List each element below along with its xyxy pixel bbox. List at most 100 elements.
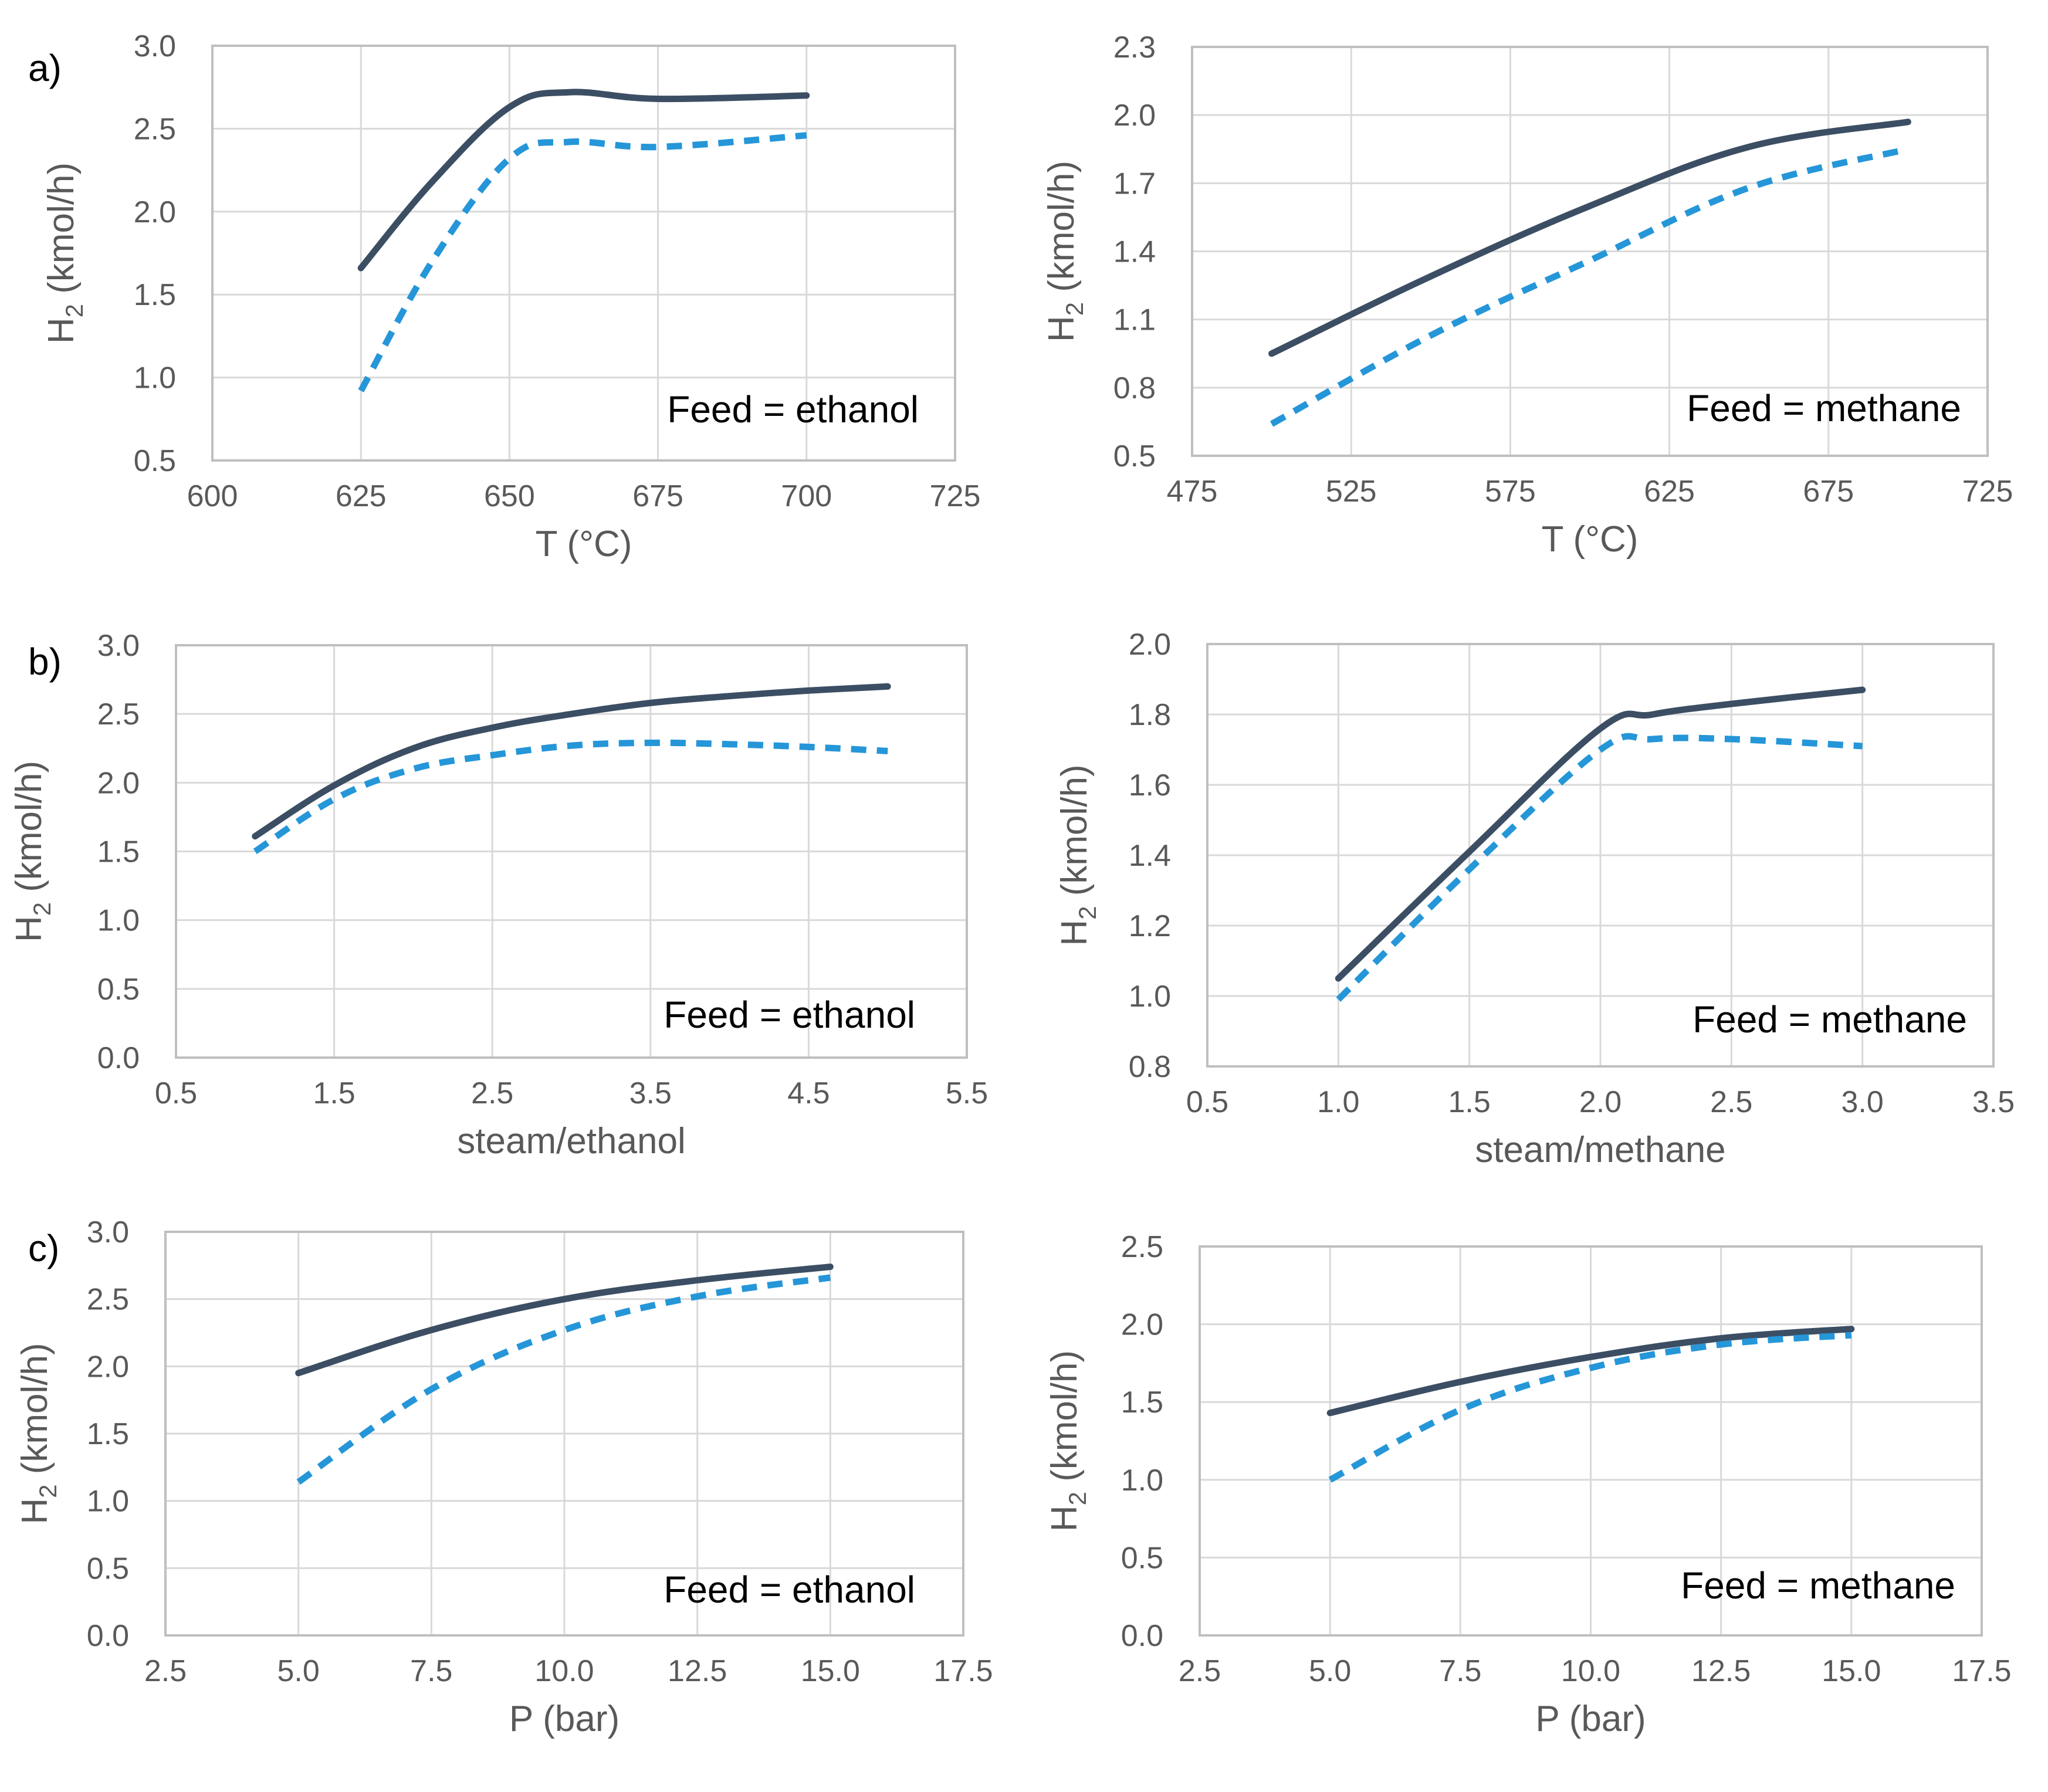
y-axis-title-main: H (1041, 316, 1082, 342)
y-axis-title-main: H (1054, 920, 1095, 946)
x-tick-label: 2.0 (1579, 1085, 1622, 1119)
y-tick-label: 2.0 (1121, 1308, 1163, 1342)
feed-annotation: Feed = ethanol (664, 1569, 915, 1611)
series-line-solid (1326, 1326, 1855, 1417)
x-axis-title: steam/methane (1475, 1130, 1725, 1170)
x-tick-label: 675 (632, 479, 683, 513)
panel-label: b) (28, 641, 62, 683)
y-axis-title-subscript: 2 (1061, 302, 1088, 316)
x-tick-label: 7.5 (1439, 1654, 1481, 1688)
plot-area-frame (164, 1231, 964, 1637)
x-tick-label: 2.5 (144, 1654, 187, 1688)
plot-area-frame (1206, 643, 1995, 1068)
series-line-dashed (253, 739, 888, 855)
x-tick-label: 3.5 (1972, 1085, 2015, 1119)
feed-annotation: Feed = ethanol (667, 388, 919, 431)
plot-area-frame (1199, 1245, 1983, 1637)
x-tick-label: 5.5 (946, 1076, 988, 1110)
y-tick-label: 2.5 (134, 112, 176, 146)
plot-area-frame (1191, 46, 1989, 457)
series-line-solid (252, 683, 891, 840)
y-tick-label: 3.0 (87, 1215, 129, 1249)
y-axis-title-units: (kmol/h) (1054, 764, 1095, 906)
x-tick-label: 17.5 (1952, 1654, 2011, 1688)
chart-panel-b-ethanol: 0.5 1.5 2.5 3.5 4.5 5.5 0.0 0.5 1.0 1.5 2.0 2.5 3.0 s… (9, 629, 988, 1161)
y-tick-label: 1.7 (1113, 167, 1156, 201)
y-tick-label: 1.1 (1113, 303, 1156, 337)
y-axis-title-main: H (41, 317, 82, 344)
x-tick-label: 475 (1167, 475, 1218, 509)
x-tick-label: 0.5 (155, 1076, 197, 1110)
y-tick-label: 2.3 (1113, 31, 1156, 65)
series-line-solid (1335, 686, 1866, 982)
x-tick-label: 525 (1326, 475, 1377, 509)
y-axis-title: H2 (kmol/h) (9, 761, 56, 942)
x-axis-title: P (bar) (1535, 1699, 1646, 1739)
y-tick-label: 1.8 (1129, 698, 1171, 732)
chart-panel-c-methane: 2.5 5.0 7.5 10.0 12.5 15.0 17.5 0.0 0.5 1.0 1.5 2.0… (1044, 1230, 2012, 1739)
series-line-dashed (296, 1274, 831, 1485)
plot-area-frame (211, 45, 956, 462)
series-line-solid (1268, 118, 1911, 357)
x-tick-label: 17.5 (933, 1654, 993, 1688)
x-tick-label: 625 (336, 479, 387, 513)
x-tick-label: 12.5 (668, 1654, 727, 1688)
x-axis-title: steam/ethanol (457, 1121, 685, 1161)
y-axis-title-subscript: 2 (60, 304, 88, 317)
y-tick-label: 0.8 (1129, 1050, 1171, 1084)
y-axis-title: H2 (kmol/h) (15, 1343, 62, 1524)
x-axis-title: T (°C) (536, 524, 632, 564)
x-tick-label: 675 (1803, 475, 1854, 509)
y-axis-title-subscript: 2 (28, 902, 56, 916)
x-tick-label: 625 (1644, 475, 1695, 509)
x-tick-label: 1.0 (1317, 1085, 1359, 1119)
chart-panel-a-methane: 475 525 575 625 675 725 0.5 0.8 1.1 1.4 1.7 2.0 2.3 T… (1041, 31, 2013, 560)
y-axis-title-main: H (1044, 1505, 1085, 1532)
y-tick-label: 1.0 (1121, 1464, 1163, 1498)
y-axis-title: H2 (kmol/h) (1044, 1350, 1091, 1532)
y-tick-label: 3.0 (97, 629, 140, 663)
chart-panel-c-ethanol: 2.5 5.0 7.5 10.0 12.5 15.0 17.5 0.0 0.5 1.0 1.5 2.0… (15, 1215, 993, 1739)
series-line-dashed (1328, 1332, 1852, 1483)
y-tick-label: 0.0 (87, 1619, 129, 1653)
y-tick-label: 1.0 (134, 361, 176, 395)
y-tick-label: 2.0 (1113, 99, 1156, 133)
x-axis-title: P (bar) (509, 1699, 620, 1739)
y-tick-label: 1.2 (1129, 909, 1171, 943)
plot-area-frame (175, 644, 968, 1059)
x-tick-label: 15.0 (801, 1654, 860, 1688)
y-tick-label: 3.0 (134, 29, 176, 63)
y-tick-label: 2.0 (1129, 628, 1171, 662)
series-line-solid (357, 89, 810, 272)
y-tick-label: 2.0 (87, 1350, 129, 1384)
feed-annotation: Feed = methane (1692, 998, 1967, 1041)
y-axis-title: H2 (kmol/h) (1041, 161, 1088, 342)
panel-label: a) (28, 47, 62, 89)
y-tick-label: 0.5 (1121, 1541, 1163, 1575)
x-tick-label: 12.5 (1691, 1654, 1751, 1688)
y-tick-label: 1.0 (87, 1485, 129, 1519)
chart-panel-a-ethanol: 600 625 650 675 700 725 0.5 1.0 1.5 2.0 2.5 3.0 T (°… (28, 29, 980, 564)
y-tick-label: 2.5 (87, 1283, 129, 1317)
panel-label: c) (28, 1227, 59, 1269)
x-tick-label: 0.5 (1186, 1085, 1228, 1119)
y-tick-label: 1.5 (1121, 1386, 1163, 1420)
x-tick-label: 700 (781, 479, 832, 513)
y-tick-label: 0.0 (1121, 1619, 1163, 1653)
y-tick-label: 1.6 (1129, 768, 1171, 802)
series-line-dashed (1270, 145, 1909, 427)
x-tick-label: 10.0 (534, 1654, 594, 1688)
y-tick-label: 2.0 (97, 766, 140, 800)
x-tick-label: 1.5 (1448, 1085, 1491, 1119)
x-tick-label: 650 (484, 479, 535, 513)
y-tick-label: 1.4 (1113, 235, 1156, 269)
y-axis-title-subscript: 2 (1074, 906, 1101, 920)
y-axis-title-subscript: 2 (1064, 1492, 1091, 1505)
x-tick-label: 15.0 (1822, 1654, 1881, 1688)
y-tick-label: 2.0 (134, 195, 176, 229)
x-tick-label: 575 (1485, 475, 1536, 509)
y-axis-title-main: H (9, 916, 49, 942)
x-tick-label: 10.0 (1561, 1654, 1620, 1688)
y-axis-title-units: (kmol/h) (9, 761, 49, 902)
feed-annotation: Feed = methane (1687, 387, 1961, 429)
